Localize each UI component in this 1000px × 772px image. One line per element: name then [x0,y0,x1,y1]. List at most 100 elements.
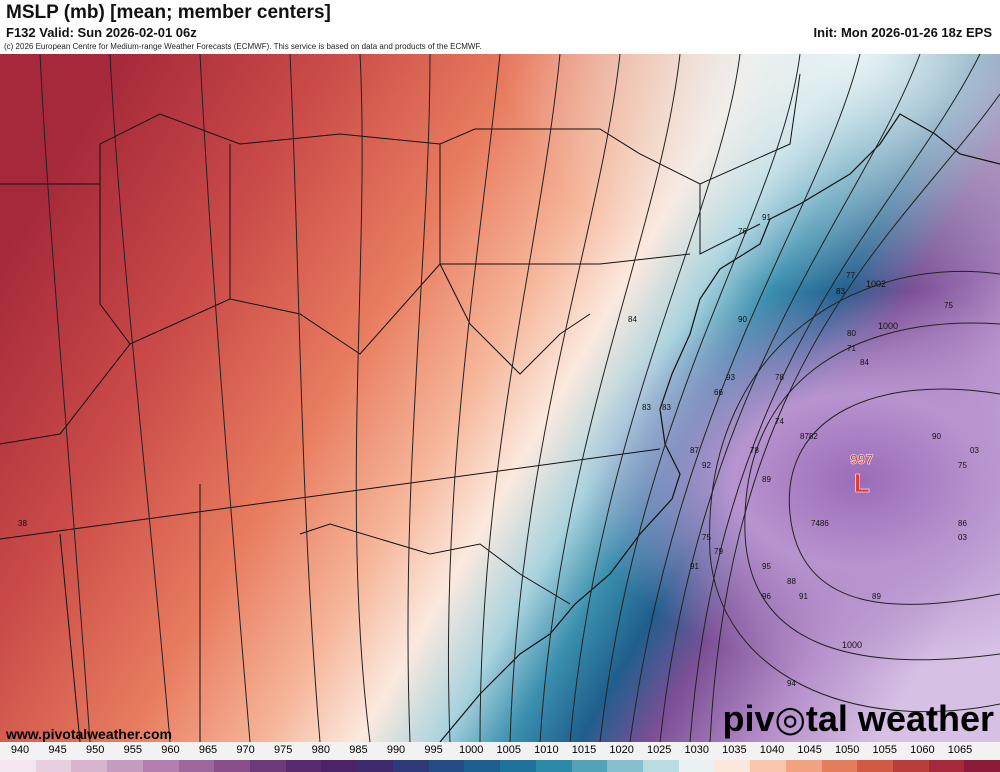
colorbar-swatch [250,760,286,772]
colorbar-tick-label: 1005 [496,744,522,756]
member-center: 83 [642,403,651,412]
member-center: 03 [958,533,967,542]
site-url[interactable]: www.pivotalweather.com [6,726,172,742]
colorbar-tick-label: 1030 [684,744,710,756]
colorbar-tick-label: 955 [123,744,142,756]
pivotal-weather-logo: piv◎tal weather [722,698,994,740]
colorbar-swatch [892,760,929,772]
member-center: 03 [970,446,979,455]
member-center: 90 [932,432,941,441]
member-center: 78 [775,373,784,382]
colorbar-swatch [607,760,643,772]
member-center: 83 [662,403,671,412]
member-center: 91 [799,592,808,601]
member-center: 96 [762,592,771,601]
coastline [439,113,1000,742]
colorbar-swatch [964,760,1000,772]
member-center: 94 [787,679,796,688]
colorbar-tick-label: 1055 [872,744,898,756]
member-center: 91 [762,213,771,222]
colorbar-swatch [821,760,858,772]
colorbar-swatch [714,760,751,772]
colorbar-tick-label: 980 [311,744,330,756]
member-center: 78 [750,446,759,455]
colorbar-swatch [928,760,965,772]
member-center: 83 [836,287,845,296]
colorbar-swatch [535,760,572,772]
pressure-map-svg: 1002 1000 1000 77 83 75 90 91 76 84 80 7… [0,54,1000,742]
member-center: 89 [872,592,881,601]
colorbar-tick-label: 1035 [722,744,747,756]
logo-text-2: tal weather [805,698,994,739]
logo-text-1: piv [722,698,775,739]
colorbar-swatch [35,760,72,772]
colorbar-swatch [464,760,501,772]
colorbar-tick-label: 985 [349,744,368,756]
copyright-notice: (c) 2026 European Centre for Medium-rang… [4,42,482,51]
map-header: MSLP (mb) [mean; member centers] F132 Va… [0,0,1000,54]
colorbar-swatch [0,760,36,772]
colorbar-tick-label: 1040 [759,744,785,756]
pressure-map[interactable]: 1002 1000 1000 77 83 75 90 91 76 84 80 7… [0,54,1000,742]
colorbar-tick-label: 945 [48,744,67,756]
colorbar-tick-label: 995 [424,744,443,756]
init-time: Init: Mon 2026-01-26 18z EPS [813,25,992,40]
member-center: 90 [738,315,747,324]
member-center: 88 [787,577,796,586]
member-center: 75 [944,301,953,310]
member-center: 86 [958,519,967,528]
colorbar-swatch [321,760,358,772]
colorbar-swatch [785,760,822,772]
isobars [39,54,1000,742]
colorbar-swatch [107,760,143,772]
isobar-label: 1000 [878,321,898,331]
map-title: MSLP (mb) [mean; member centers] [6,2,331,23]
member-center: 77 [846,271,855,280]
colorbar-swatch [214,760,251,772]
member-center: 38 [18,519,27,528]
member-center: 74 [775,417,784,426]
colorbar-swatch [357,760,393,772]
logo-target-icon: ◎ [774,698,806,739]
colorbar-tick-label: 965 [198,744,218,756]
colorbar-swatch [678,760,715,772]
member-center: 93 [726,373,735,382]
member-center: 84 [860,358,869,367]
colorbar-swatch [500,760,536,772]
colorbar-ticks: 940 945 950 955 960 965 970 975 980 985 990 995 1000… [0,744,1000,758]
colorbar-tick-label: 1000 [458,744,484,756]
member-center: 8782 [800,432,818,441]
low-pressure-shading [0,54,1000,742]
member-center: 95 [762,562,771,571]
member-center: 87 [690,446,699,455]
member-center: 66 [714,388,723,397]
colorbar-tick-label: 940 [10,744,30,756]
colorbar-tick-label: 1015 [571,744,597,756]
colorbar-tick-label: 975 [274,744,293,756]
member-center: 80 [847,329,856,338]
colorbar-swatch [428,760,465,772]
colorbar-tick-label: 1010 [534,744,559,756]
colorbar-tick-label: 1060 [910,744,935,756]
member-center: 75 [958,461,967,470]
state-borders [0,73,801,742]
member-center: 71 [847,344,856,353]
colorbar-swatch [178,760,215,772]
member-center: 75 [702,533,711,542]
colorbar-swatch [285,760,322,772]
colorbar-swatch [750,760,786,772]
colorbar-swatch [571,760,608,772]
colorbar-swatch [642,760,679,772]
member-centers: 77 83 75 90 91 76 84 80 71 84 93 66 78 8… [18,213,979,688]
member-center: 84 [628,315,637,324]
colorbar-tick-label: 970 [236,744,255,756]
colorbar-tick-label: 990 [386,744,406,756]
valid-time: F132 Valid: Sun 2026-02-01 06z [6,25,197,40]
isobar-label: 1000 [842,640,862,650]
colorbar-swatch [142,760,179,772]
colorbar-swatch [857,760,893,772]
colorbar-tick-label: 1025 [646,744,672,756]
member-center: 79 [714,547,723,556]
low-center-value: 997 [850,451,874,467]
member-center: 91 [690,562,699,571]
